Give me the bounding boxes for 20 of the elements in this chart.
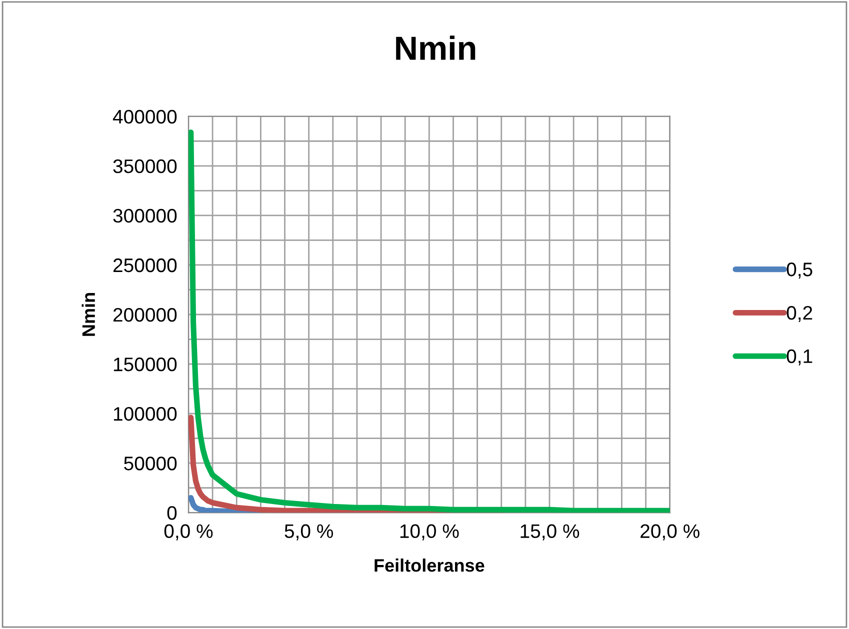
- y-tick-label: 50000: [124, 456, 177, 470]
- legend-label: 0,1: [786, 349, 812, 366]
- y-tick-label: 400000: [112, 110, 177, 124]
- y-tick-label: 150000: [114, 358, 177, 372]
- y-tick-label: 0: [167, 506, 177, 520]
- legend-label: 0,5: [786, 262, 812, 279]
- x-axis-title: Feiltoleranse: [374, 558, 484, 572]
- x-tick-label: 5,0 %: [284, 524, 333, 540]
- y-tick-label: 300000: [113, 208, 177, 223]
- x-tick-label: 10,0 %: [400, 524, 459, 540]
- x-tick-label: 15,0 %: [520, 524, 580, 540]
- x-tick-label: 0,0 %: [164, 524, 213, 540]
- y-tick-label: 100000: [114, 407, 177, 421]
- y-axis-title: Nmin: [82, 293, 95, 336]
- y-tick-label: 200000: [113, 308, 177, 322]
- legend-label: 0,2: [786, 306, 812, 322]
- y-tick-label: 350000: [113, 159, 177, 174]
- y-tick-label: 250000: [113, 258, 177, 272]
- chart-title: Nmin: [396, 36, 476, 60]
- x-tick-label: 20,0 %: [640, 524, 700, 540]
